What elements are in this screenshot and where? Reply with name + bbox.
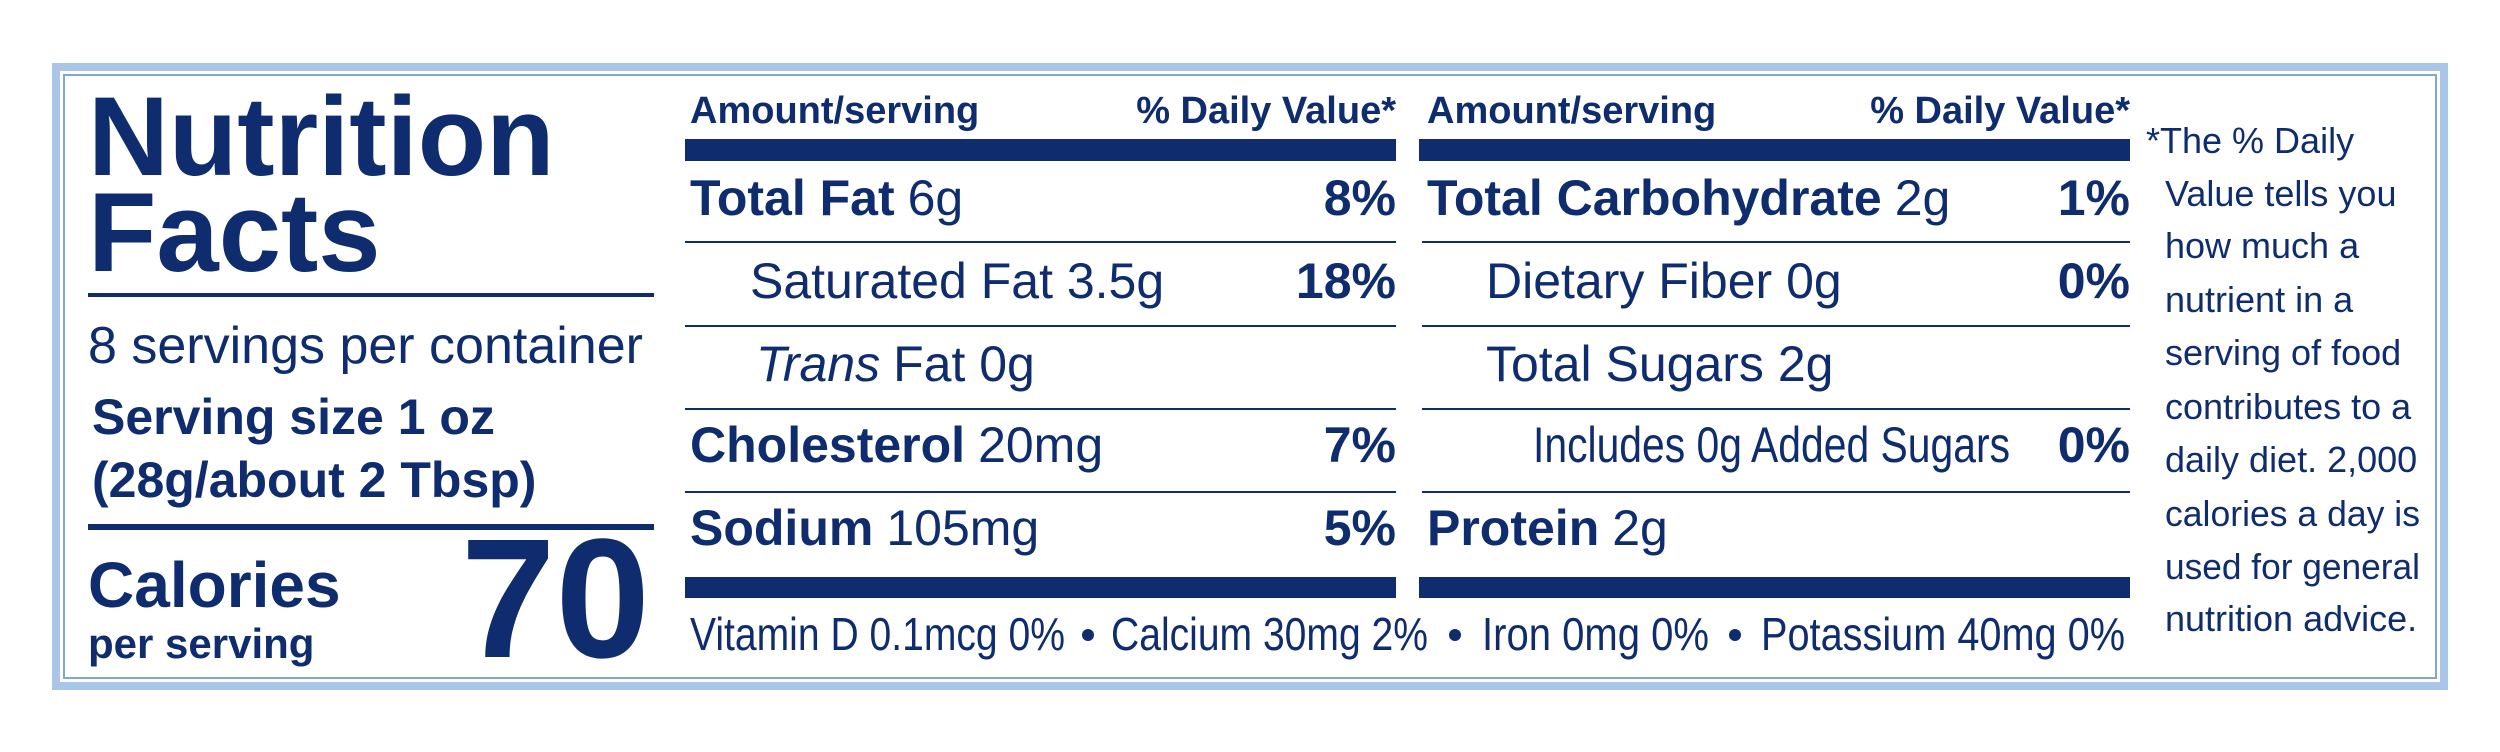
calories-label: Calories <box>88 549 341 621</box>
calories-sublabel: per serving <box>88 620 314 667</box>
row-rule <box>685 408 1396 410</box>
column-header: % Daily Value* <box>1870 90 2130 132</box>
vitamin-item: Potassium 40mg 0% <box>1761 608 2125 660</box>
footnote-line: calories a day is <box>2165 493 2420 534</box>
servings: 8 servings per container <box>88 317 643 375</box>
column-header: Amount/serving <box>1427 90 1716 132</box>
calories-value: 70 <box>461 504 650 694</box>
nutrient-name: Cholesterol <box>690 417 965 473</box>
row-rule <box>1422 241 2130 243</box>
row-rule <box>1422 408 2130 410</box>
nutrient-name: Total Fat <box>690 170 895 226</box>
footnote-line: daily diet. 2,000 <box>2165 439 2417 480</box>
vitamin-item: Vitamin D 0.1mcg 0% <box>690 608 1065 660</box>
nutrient-row: Saturated Fat 3.5g <box>750 253 1164 309</box>
title: Nutrition <box>88 74 555 199</box>
nutrient-amount: Fat 0g <box>893 336 1035 392</box>
nutrient-amount: 105mg <box>886 500 1039 556</box>
footnote-line: nutrient in a <box>2165 279 2354 320</box>
footnote-line: Value tells you <box>2165 173 2396 214</box>
column-header: % Daily Value* <box>1136 90 1396 132</box>
daily-value: 1% <box>2058 170 2130 226</box>
footnote-line: nutrition advice. <box>2165 598 2417 639</box>
column-header: Amount/serving <box>690 90 979 132</box>
daily-value: 18% <box>1296 253 1396 309</box>
nutrient-amount: Dietary Fiber 0g <box>1486 253 1842 309</box>
nutrient-amount: Saturated Fat 3.5g <box>750 253 1164 309</box>
row-rule <box>1422 491 2130 493</box>
daily-value: 8% <box>1324 170 1396 226</box>
title: Facts <box>88 170 381 295</box>
row-rule <box>685 491 1396 493</box>
footnote-line: *The % Daily <box>2146 120 2354 161</box>
bullet <box>1729 629 1741 641</box>
nutrient-row: Dietary Fiber 0g <box>1486 253 1842 309</box>
nutrient-name: Total Carbohydrate <box>1427 170 1882 226</box>
nutrient-row: Protein 2g <box>1427 500 1668 556</box>
nutrient-row: Trans Fat 0g <box>756 336 1035 392</box>
vitamin-item: Iron 0mg 0% <box>1482 608 1709 660</box>
daily-value: 7% <box>1324 417 1396 473</box>
footnote-line: serving of food <box>2165 332 2401 373</box>
nutrient-row: Total Fat 6g <box>690 170 963 226</box>
footnote-line: how much a <box>2165 225 2360 266</box>
row-rule <box>1422 325 2130 327</box>
nutrient-name: Trans <box>756 336 880 392</box>
nutrient-amount: 6g <box>908 170 964 226</box>
daily-value: 5% <box>1324 500 1396 556</box>
nutrient-amount: 2g <box>1895 170 1951 226</box>
nutrient-amount: 20mg <box>978 417 1103 473</box>
footnote-line: contributes to a <box>2165 386 2412 427</box>
daily-value: 0% <box>2058 417 2130 473</box>
nutrient-name: Sodium <box>690 500 873 556</box>
nutrient-row: Includes 0g Added Sugars <box>1533 417 2010 473</box>
nutrient-amount: 2g <box>1612 500 1668 556</box>
bullet <box>1082 629 1094 641</box>
column-gap <box>1396 130 1419 610</box>
nutrient-row: Total Carbohydrate 2g <box>1427 170 1950 226</box>
bullet <box>1449 629 1461 641</box>
serving-size: Serving size 1 oz <box>92 389 495 445</box>
divider <box>88 524 654 530</box>
row-rule <box>685 325 1396 327</box>
nutrient-row: Total Sugars 2g <box>1486 336 1833 392</box>
nutrient-amount: Includes 0g Added Sugars <box>1533 417 2010 473</box>
nutrient-row: Sodium 105mg <box>690 500 1039 556</box>
nutrient-name: Protein <box>1427 500 1599 556</box>
daily-value: 0% <box>2058 253 2130 309</box>
divider <box>88 293 654 297</box>
label-inner-frame <box>63 74 2437 679</box>
row-rule <box>685 241 1396 243</box>
vitamin-item: Calcium 30mg 2% <box>1111 608 1428 660</box>
serving-size: (28g/about 2 Tbsp) <box>92 452 536 508</box>
footnote-line: used for general <box>2165 546 2420 587</box>
nutrient-amount: Total Sugars 2g <box>1486 336 1833 392</box>
nutrient-row: Cholesterol 20mg <box>690 417 1103 473</box>
